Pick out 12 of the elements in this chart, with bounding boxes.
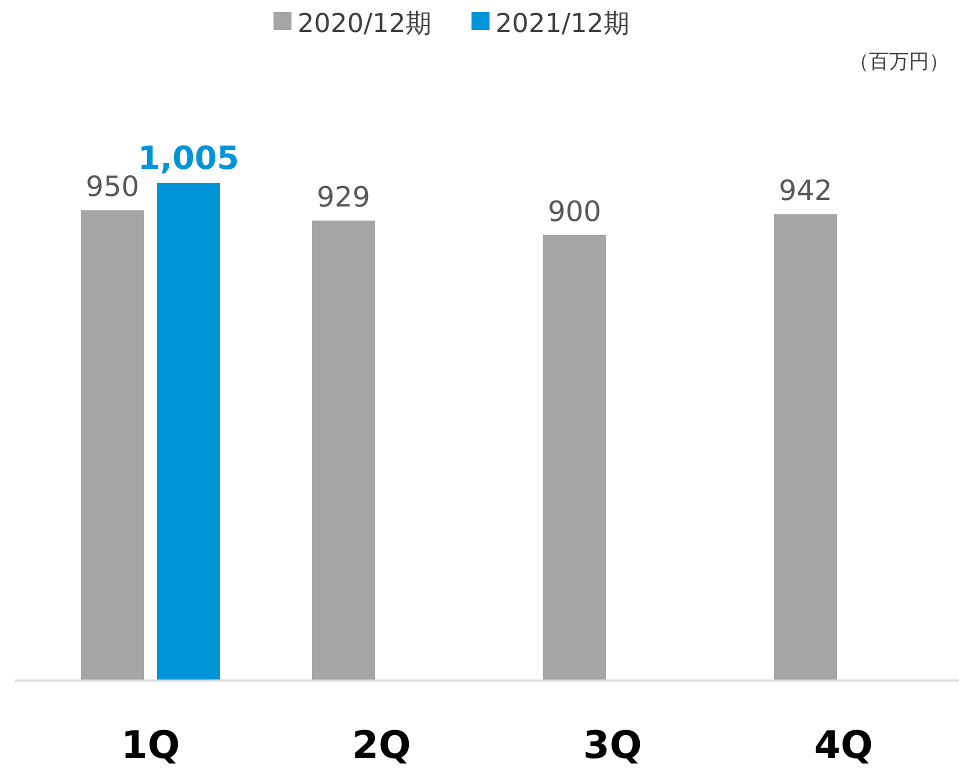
x-tick-label: 3Q [583,723,642,767]
data-label: 900 [548,194,602,228]
data-label: 950 [86,170,140,204]
x-tick-label: 2Q [352,723,411,767]
x-tick-label: 1Q [121,723,180,767]
data-label: 1,005 [138,139,240,177]
legend-label: 2020/12期 [298,9,432,39]
data-label: 929 [316,180,370,214]
legend-label: 2021/12期 [496,9,630,39]
data-label: 942 [778,174,832,208]
text: （百万円） [849,49,949,73]
x-tick-label: 4Q [814,723,873,767]
